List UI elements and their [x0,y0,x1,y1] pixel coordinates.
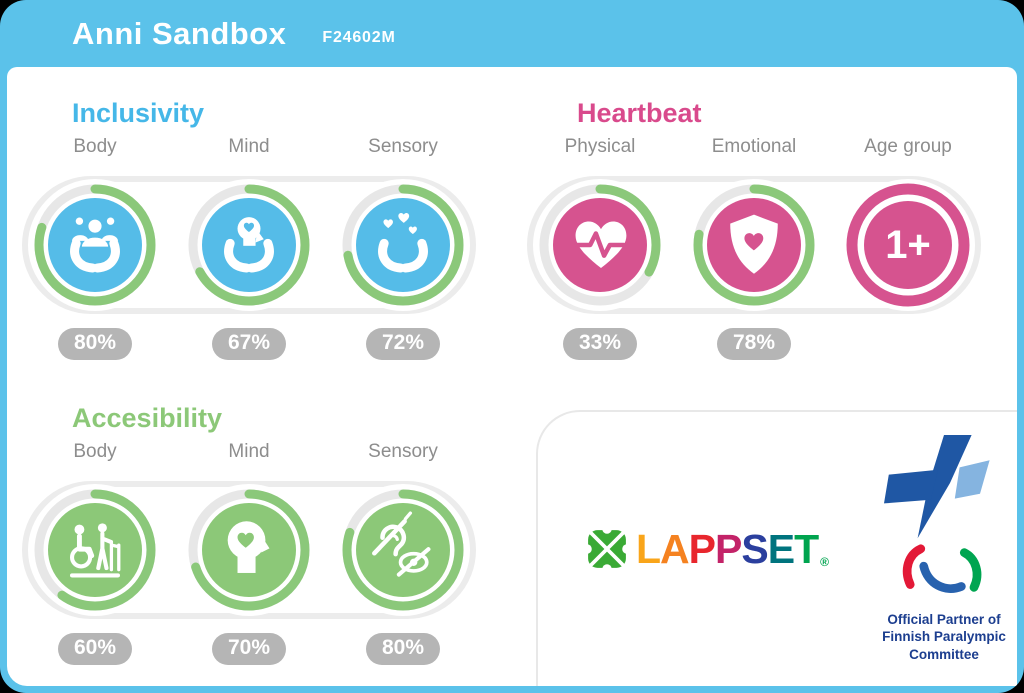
lappset-letter: L [636,525,661,572]
badge-row: 60% 70% 80% [29,633,469,665]
product-code: F24602M [322,28,396,46]
stat-heartbeat-emotional [688,179,820,311]
column-label: Body [73,441,117,462]
partner-text: Official Partner of Finnish Paralympic C… [882,611,1006,664]
stat-ring-group [22,176,476,314]
hands-people-icon [70,217,120,273]
column-label: Physical [564,136,636,157]
percent-badge: 70% [211,633,287,665]
percent-badge: 72% [365,328,441,360]
lappset-letter: A [660,525,690,572]
registered-mark: ® [820,554,829,569]
progress-arc [188,184,310,306]
stat-heartbeat-physical [534,179,666,311]
hands-mind-icon [224,217,274,273]
lappset-letter: P [688,525,716,572]
finnish-paralympic-flag-icon [883,434,990,538]
column-label: Sensory [368,441,438,462]
stat-accessibility-body [29,484,161,616]
column-label: Age group [864,136,952,157]
partner-text-line: Finnish Paralympic [882,629,1006,645]
section-title: Inclusivity [72,98,205,128]
progress-arc [693,184,815,306]
column-label: Emotional [711,136,797,157]
agitos-icon [902,544,982,593]
stat-heartbeat-age-group: 1+ [842,179,974,311]
column-label: Mind [228,441,270,462]
badge-row: 80% 67% 72% [29,328,469,360]
progress-arc [342,489,464,611]
badge-row: 33% 78% [534,328,974,360]
percent-badge: 80% [365,633,441,665]
column-label: Mind [228,136,270,157]
stat-inclusivity-mind [183,179,315,311]
stat-inclusivity-sensory [337,179,469,311]
percent-badge: 80% [57,328,133,360]
column-labels: Physical Emotional Age group [534,136,974,160]
age-group-badge: 1+ [885,223,931,267]
section-accessibility: Accesibility Body Mind Sensory [22,403,476,665]
column-label: Sensory [368,136,438,157]
lappset-letter: E [767,525,795,572]
stat-inclusivity-body [29,179,161,311]
progress-arc [342,184,464,306]
percent-badge: 78% [716,328,792,360]
column-labels: Body Mind Sensory [29,441,469,465]
partner-text-line: Official Partner of [887,611,1001,627]
stat-ring-group [22,481,476,619]
lappset-letter: T [794,525,819,572]
progress-arc [34,184,156,306]
stat-accessibility-sensory [337,484,469,616]
percent-badge: 67% [211,328,287,360]
hands-hearts-icon [378,213,428,273]
column-labels: Body Mind Sensory [29,136,469,160]
stat-ring-group: 1+ [527,176,981,314]
section-inclusivity: Inclusivity Body Mind Sensory [22,98,476,360]
lappset-letter: S [741,525,768,572]
partner-text-line: Committee [909,646,979,662]
progress-arc [539,184,661,306]
progress-arc [34,489,156,611]
header-bar: Anni Sandbox F24602M [0,0,1024,67]
percent-badge: 60% [57,633,133,665]
percent-badge: 33% [562,328,638,360]
lappset-letter: P [715,525,742,572]
hearing-vision-impairment-icon [372,511,431,577]
stat-accessibility-mind [183,484,315,616]
page-title: Anni Sandbox [72,15,287,51]
head-heart-icon [227,521,270,573]
section-title: Heartbeat [577,98,702,128]
paralympic-logo: Official Partner of Finnish Paralympic C… [871,434,1017,664]
column-label: Body [73,136,117,157]
lappset-flower-icon [586,528,628,570]
main-canvas: Inclusivity Body Mind Sensory [7,67,1017,686]
section-title: Accesibility [72,403,223,433]
heart-pulse-icon [574,221,627,268]
shield-heart-icon [730,214,778,274]
section-heartbeat: Heartbeat Physical Emotional Age group [527,98,981,360]
wheelchair-assist-icon [69,523,121,578]
progress-arc [188,489,310,611]
